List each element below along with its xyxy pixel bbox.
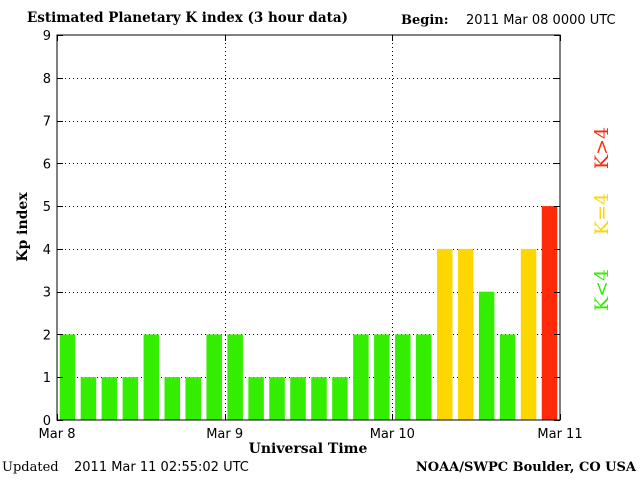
kp-bar: [520, 248, 537, 420]
legend: K<4 K=4 K>4: [591, 127, 613, 311]
legend-item-k-above-4: K>4: [591, 127, 613, 169]
kp-bar: [164, 377, 181, 420]
x-tick-label: Mar 8: [39, 427, 76, 442]
legend-item-k-equal-4: K=4: [591, 193, 613, 235]
kp-bar: [269, 377, 285, 420]
y-tick-label: 3: [43, 286, 51, 301]
y-tick-label: 0: [43, 414, 51, 429]
kp-bar: [374, 334, 390, 420]
kp-bar: [457, 248, 474, 420]
chart-title: Estimated Planetary K index (3 hour data…: [27, 10, 348, 26]
updated-timestamp: 2011 Mar 11 02:55:02 UTC: [74, 460, 249, 475]
x-tick-label: Mar 10: [370, 427, 415, 442]
begin-timestamp: 2011 Mar 08 0000 UTC: [466, 13, 616, 28]
x-tick-label: Mar 9: [206, 427, 243, 442]
plot-area: [57, 35, 560, 420]
y-tick-label: 4: [43, 243, 51, 258]
kp-bar: [541, 206, 558, 420]
y-tick-label: 2: [43, 328, 51, 343]
kp-bar: [436, 248, 453, 420]
y-tick-label: 6: [43, 157, 51, 172]
x-axis-ticks: Mar 8 Mar 9 Mar 10 Mar 11: [39, 35, 583, 442]
grid-lines: [57, 35, 560, 420]
y-tick-label: 7: [43, 115, 51, 130]
kp-bar: [59, 334, 76, 420]
kp-bar: [499, 334, 516, 420]
begin-label: Begin:: [401, 13, 449, 28]
kp-bar: [395, 334, 411, 420]
x-tick-label: Mar 11: [537, 427, 582, 442]
kp-bar: [416, 334, 432, 420]
bar-series: [59, 206, 558, 420]
kp-bar: [478, 291, 495, 420]
data-source-credit: NOAA/SWPC Boulder, CO USA: [415, 460, 636, 475]
legend-item-k-below-4: K<4: [591, 269, 613, 311]
y-axis-ticks: 0 1 2 3 4 5 6 7 8 9: [43, 29, 560, 429]
kp-bar: [143, 334, 160, 420]
kp-bar: [101, 377, 118, 420]
kp-bar: [206, 334, 222, 420]
kp-bar: [185, 377, 201, 420]
y-tick-label: 9: [43, 29, 51, 44]
kp-bar: [332, 377, 348, 420]
plot-frame: [56, 34, 561, 421]
x-axis-label: Universal Time: [249, 441, 368, 457]
kp-bar: [248, 377, 264, 420]
updated-label: Updated: [2, 460, 59, 475]
kp-bar: [227, 334, 243, 420]
y-tick-label: 1: [43, 371, 51, 386]
kp-bar: [290, 377, 306, 420]
kp-bar: [353, 334, 369, 420]
y-tick-label: 8: [43, 72, 51, 87]
kp-bar: [311, 377, 327, 420]
y-axis-label: Kp index: [15, 192, 31, 262]
kp-bar: [122, 377, 139, 420]
y-tick-label: 5: [43, 200, 51, 215]
kp-bar: [80, 377, 97, 420]
